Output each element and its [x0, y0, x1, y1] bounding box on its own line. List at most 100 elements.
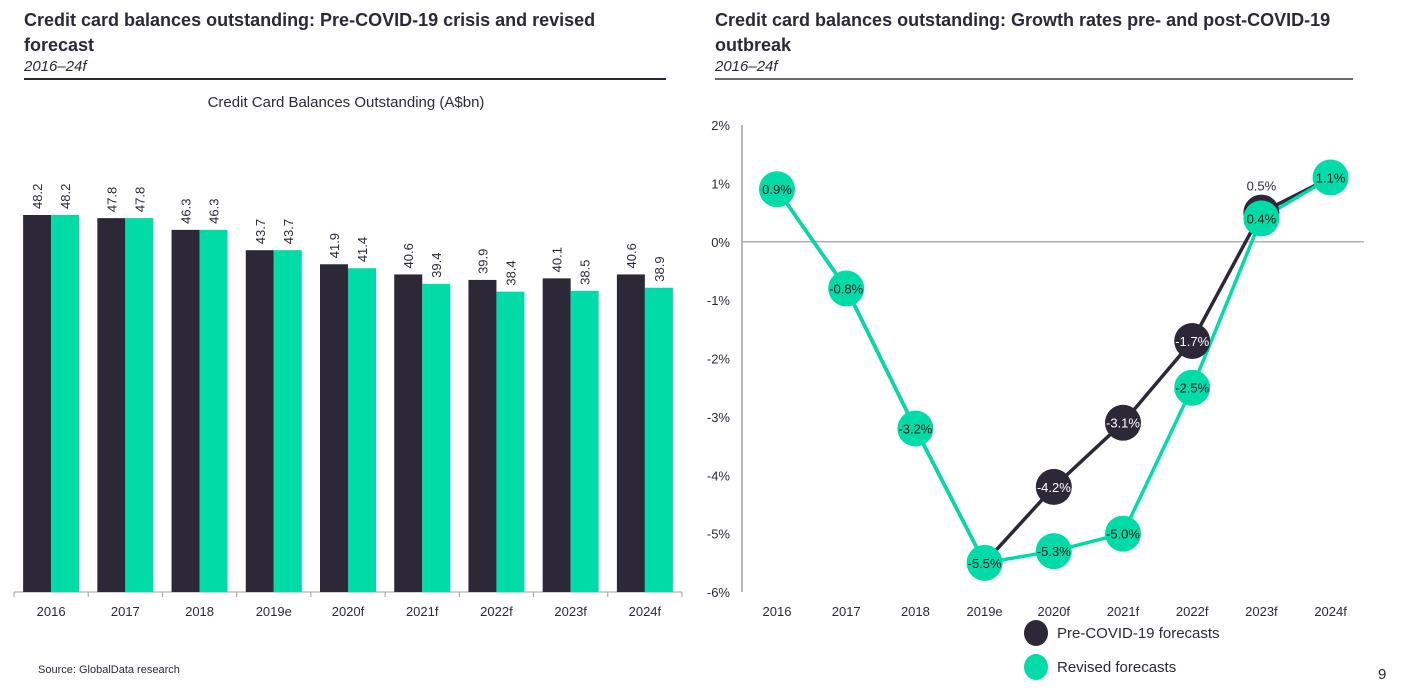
bar-revised: [199, 229, 228, 592]
bar-revised: [496, 291, 525, 592]
point-label-revised: -5.5%: [968, 556, 1002, 571]
left-title-line1: Credit card balances outstanding: Pre-CO…: [24, 10, 596, 30]
line-chart-legend: Pre-COVID-19 forecasts Revised forecasts: [1024, 616, 1220, 684]
line-y-tick-label: -5%: [707, 527, 731, 542]
point-pre: [1105, 404, 1141, 441]
point-pre: [1174, 322, 1211, 359]
point-label-pre: 0.5%: [1247, 179, 1277, 194]
point-revised: [897, 410, 934, 447]
bar-data-label: 48.2: [58, 184, 73, 209]
legend-item-pre: Pre-COVID-19 forecasts: [1024, 616, 1220, 650]
line-x-tick-label: 2024f: [1314, 604, 1347, 619]
right-chart-title: Credit card balances outstanding: Growth…: [715, 8, 1330, 58]
bar-pre: [616, 274, 645, 592]
right-title-line2: outbreak: [715, 35, 792, 55]
point-label-revised: -0.8%: [829, 281, 863, 296]
bar-data-label: 39.4: [429, 253, 444, 278]
line-x-tick-label: 2020f: [1038, 604, 1071, 619]
point-label-pre: -1.7%: [1175, 334, 1209, 349]
bar-x-tick-label: 2017: [111, 604, 140, 619]
bar-pre: [468, 279, 497, 592]
bar-data-label: 43.7: [281, 219, 296, 244]
bar-revised: [125, 218, 154, 592]
point-revised: [1174, 369, 1211, 406]
bar-x-tick-label: 2016: [37, 604, 66, 619]
bar-data-label: 38.4: [503, 260, 518, 285]
bar-x-tick-label: 2023f: [554, 604, 587, 619]
bar-revised: [348, 268, 376, 592]
bar-x-tick-label: 2019e: [256, 604, 292, 619]
bar-revised: [644, 287, 673, 592]
bar-x-tick-label: 2024f: [629, 604, 662, 619]
bar-pre: [394, 274, 423, 592]
line-y-tick-label: -2%: [707, 352, 731, 367]
point-label-revised: -5.3%: [1037, 544, 1071, 559]
left-title-line2: forecast: [24, 35, 95, 55]
line-y-tick-label: -1%: [707, 293, 731, 308]
line-x-tick-label: 2018: [901, 604, 930, 619]
bar-pre: [23, 215, 52, 592]
line-y-tick-label: 2%: [711, 118, 730, 133]
point-label-pre: -4.2%: [1037, 480, 1071, 495]
line-y-tick-label: -4%: [707, 468, 731, 483]
point-pre: [1035, 468, 1072, 505]
bar-data-label: 38.9: [652, 256, 667, 281]
bar-data-label: 40.6: [624, 243, 639, 268]
page-number: 9: [1378, 666, 1387, 683]
bar-pre: [171, 229, 200, 592]
legend-item-revised: Revised forecasts: [1024, 650, 1220, 684]
bar-revised: [51, 215, 80, 592]
bar-revised: [422, 283, 451, 592]
bar-data-label: 47.8: [132, 187, 147, 212]
bar-x-tick-label: 2022f: [480, 604, 513, 619]
bar-pre: [245, 250, 274, 593]
bar-x-tick-label: 2020f: [332, 604, 365, 619]
point-label-revised: -2.5%: [1175, 381, 1209, 396]
bar-x-tick-label: 2018: [185, 604, 214, 619]
bar-data-label: 43.7: [253, 219, 268, 244]
series-line-pre: [775, 175, 1332, 566]
right-title-line1: Credit card balances outstanding: Growth…: [715, 10, 1331, 30]
bar-revised: [570, 290, 599, 592]
legend-pre-marker-icon: [1024, 620, 1048, 646]
line-y-tick-label: 1%: [711, 176, 730, 191]
point-label-revised: -5.0%: [1106, 527, 1140, 542]
bar-data-label: 46.3: [179, 199, 194, 224]
line-x-tick-label: 2017: [832, 604, 861, 619]
line-x-tick-label: 2021f: [1107, 604, 1140, 619]
bar-data-label: 47.8: [104, 187, 119, 212]
point-label-pre: -3.1%: [1106, 416, 1140, 431]
line-y-tick-label: -3%: [707, 410, 731, 425]
line-x-tick-label: 2016: [763, 604, 792, 619]
line-x-tick-label: 2019e: [967, 604, 1003, 619]
bar-data-label: 39.9: [475, 249, 490, 274]
bar-pre: [542, 278, 571, 592]
bar-revised: [273, 250, 302, 593]
legend-revised-label: Revised forecasts: [1057, 658, 1177, 676]
point-revised: [828, 270, 865, 307]
line-chart: 2% 1% 0% -1% -2% -3% -4% -5% -6% 2016 2017 2018 2019…: [707, 118, 1364, 619]
bar-chart: Credit Card Balances Outstanding (A$bn) …: [13, 94, 683, 619]
left-chart-title: Credit card balances outstanding: Pre-CO…: [24, 8, 595, 58]
source-note: Source: GlobalData research: [38, 664, 180, 676]
bar-data-label: 40.1: [550, 247, 565, 272]
point-label-revised: -3.2%: [898, 422, 932, 437]
point-label-revised: 0.9%: [762, 182, 792, 197]
point-label-revised: 0.4%: [1247, 211, 1277, 226]
left-title-rule: [24, 78, 666, 80]
line-x-tick-label: 2022f: [1176, 604, 1209, 619]
point-revised: [759, 171, 795, 208]
line-x-tick-label: 2023f: [1245, 604, 1278, 619]
bar-pre: [320, 264, 348, 592]
bar-pre: [97, 218, 126, 592]
bar-data-label: 46.3: [207, 199, 222, 224]
point-revised: [966, 544, 1003, 581]
point-revised: [1105, 515, 1141, 552]
right-title-rule: [715, 78, 1353, 80]
bar-data-label: 48.2: [30, 184, 45, 209]
point-revised: [1035, 533, 1072, 570]
line-y-tick-label: 0%: [711, 235, 730, 250]
left-chart-subtitle: 2016–24f: [24, 58, 87, 75]
bar-x-tick-label: 2021f: [406, 604, 439, 619]
point-label-revised: 1.1%: [1316, 171, 1346, 186]
